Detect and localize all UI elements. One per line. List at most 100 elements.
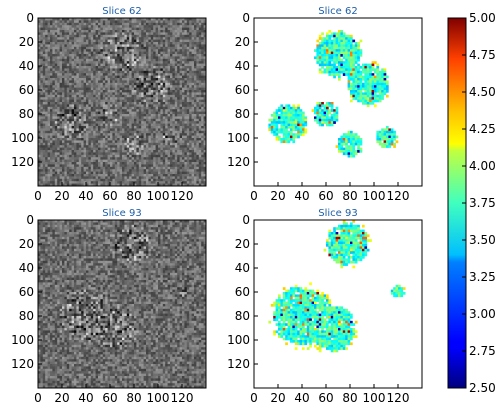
image-pixel [110, 30, 113, 33]
image-pixel [42, 154, 46, 158]
image-pixel [71, 78, 75, 81]
image-pixel [119, 30, 123, 33]
image-pixel [100, 178, 104, 182]
image-pixel [143, 130, 147, 134]
image-pixel [95, 20, 99, 24]
image-pixel [95, 73, 99, 76]
image-pixel [136, 150, 140, 153]
image-pixel [71, 169, 75, 172]
image-pixel [105, 135, 108, 139]
image-pixel [45, 42, 48, 45]
image-pixel [42, 145, 46, 148]
image-pixel [83, 58, 87, 62]
image-pixel [52, 54, 56, 57]
image-pixel [174, 78, 178, 81]
image-pixel [282, 121, 286, 124]
image-pixel [203, 123, 207, 127]
image-pixel [81, 176, 84, 180]
image-pixel [105, 32, 108, 36]
image-pixel [194, 32, 197, 36]
image-pixel [170, 159, 173, 163]
image-pixel [141, 32, 144, 36]
image-pixel [131, 147, 135, 151]
image-pixel [64, 171, 68, 175]
image-pixel [114, 58, 118, 62]
image-pixel [64, 133, 68, 136]
image-pixel [198, 130, 202, 134]
image-pixel [76, 75, 80, 79]
image-pixel [136, 37, 140, 40]
image-pixel [182, 135, 185, 139]
image-pixel [179, 109, 183, 112]
image-pixel [52, 78, 56, 81]
image-pixel [174, 157, 178, 160]
image-pixel [59, 49, 63, 52]
image-pixel [129, 154, 132, 158]
image-pixel [107, 140, 111, 144]
image-pixel [90, 20, 94, 24]
image-pixel [194, 97, 197, 100]
image-pixel [78, 42, 82, 45]
image-pixel [117, 39, 120, 43]
image-pixel [62, 102, 65, 105]
image-pixel [93, 49, 96, 52]
image-pixel [131, 140, 135, 144]
image-pixel [117, 54, 120, 57]
image-pixel [146, 130, 149, 134]
image-pixel [57, 159, 60, 163]
image-pixel [155, 97, 159, 100]
image-pixel [102, 162, 106, 165]
image-pixel [64, 116, 68, 120]
image-pixel [81, 78, 84, 81]
image-pixel [69, 66, 72, 69]
image-pixel [143, 128, 147, 132]
image-pixel [105, 34, 108, 38]
image-pixel [131, 99, 135, 103]
image-pixel [160, 85, 164, 88]
image-pixel [86, 171, 89, 175]
image-pixel [143, 114, 147, 117]
image-pixel [90, 111, 94, 115]
image-pixel [78, 58, 82, 62]
image-pixel [189, 183, 192, 187]
image-pixel [98, 114, 101, 117]
image-pixel [174, 42, 178, 45]
image-pixel [186, 22, 190, 26]
image-pixel [172, 63, 176, 67]
image-pixel [129, 25, 132, 28]
image-pixel [93, 82, 96, 86]
image-pixel [201, 176, 204, 180]
image-pixel [119, 34, 123, 38]
image-pixel [189, 181, 192, 184]
image-pixel [54, 94, 58, 98]
image-pixel [138, 82, 142, 86]
image-pixel [184, 162, 188, 165]
image-pixel [62, 94, 65, 98]
image-pixel [138, 164, 142, 168]
image-pixel [158, 169, 161, 172]
image-pixel [198, 75, 202, 79]
image-pixel [52, 49, 56, 52]
image-pixel [167, 142, 171, 146]
image-pixel [117, 152, 120, 156]
image-pixel [194, 75, 197, 79]
image-pixel [189, 166, 192, 170]
image-pixel [167, 75, 171, 79]
image-pixel [189, 56, 192, 60]
image-pixel [122, 106, 125, 110]
image-pixel [52, 18, 56, 21]
image-pixel [100, 30, 104, 33]
image-pixel [131, 150, 135, 153]
image-pixel [110, 80, 113, 84]
image-pixel [160, 46, 164, 50]
image-pixel [124, 181, 128, 184]
image-pixel [280, 111, 284, 115]
image-pixel [203, 111, 207, 115]
image-pixel [122, 102, 125, 105]
image-pixel [177, 159, 180, 163]
image-pixel [88, 154, 92, 158]
image-pixel [155, 37, 159, 40]
image-pixel [86, 85, 89, 88]
image-pixel [50, 85, 53, 88]
image-pixel [203, 56, 207, 60]
